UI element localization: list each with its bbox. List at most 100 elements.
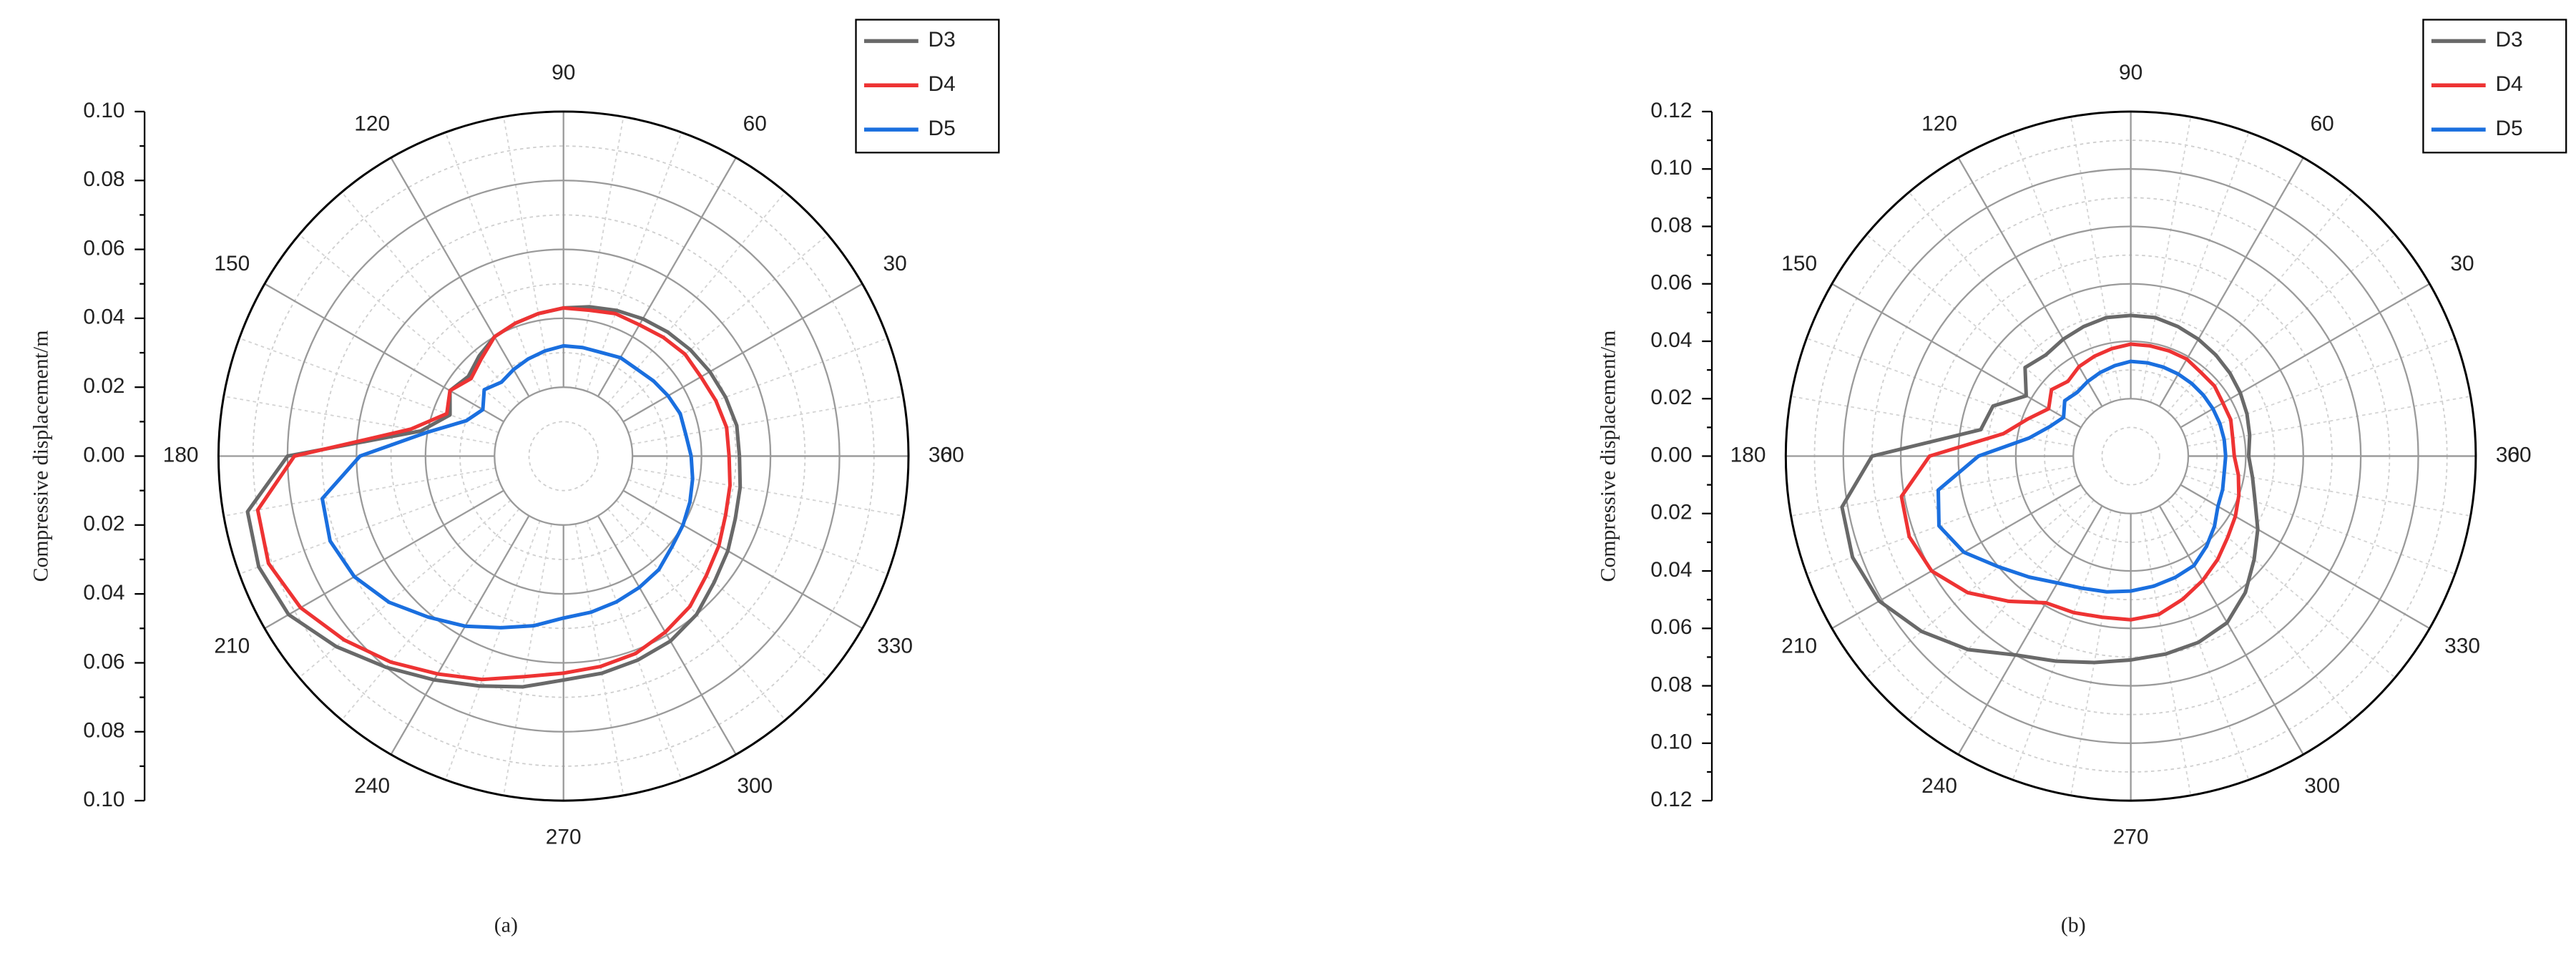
r-tick-label: 0.12 <box>1650 99 1692 122</box>
series-line <box>255 305 732 682</box>
angle-label: 0 <box>2507 443 2519 466</box>
minor-grid-circle <box>528 421 599 492</box>
r-tick-label: 0.08 <box>1650 213 1692 237</box>
minor-radial-line <box>2070 512 2122 796</box>
minor-radial-line <box>2150 509 2250 781</box>
angle-label: 30 <box>2450 252 2474 275</box>
r-tick-label: 0.12 <box>1650 788 1692 811</box>
radial-grid-line <box>2158 505 2304 756</box>
angle-label: 90 <box>552 61 575 84</box>
legend-label: D5 <box>2495 117 2522 140</box>
r-tick-label: 0.04 <box>1650 558 1692 582</box>
legend-label: D3 <box>929 28 956 52</box>
radial-grid-line <box>2158 157 2304 407</box>
minor-radial-line <box>2174 234 2396 420</box>
r-tick-label: 0.08 <box>83 719 124 743</box>
r-tick-label: 0.08 <box>83 167 124 191</box>
r-tick-label: 0.10 <box>83 99 124 122</box>
series-line <box>320 343 695 630</box>
radial-grid-line <box>264 489 504 630</box>
angle-label: 360 <box>2496 443 2532 466</box>
r-tick-label: 0.10 <box>1650 156 1692 180</box>
caption: (b) <box>2061 914 2086 937</box>
r-tick-label: 0.00 <box>83 443 124 466</box>
minor-radial-line <box>1908 499 2095 721</box>
minor-radial-line <box>2167 499 2354 721</box>
angle-label: 0 <box>941 443 953 466</box>
minor-radial-line <box>2150 132 2250 403</box>
r-tick-label: 0.08 <box>1650 673 1692 696</box>
legend-label: D3 <box>2495 28 2522 52</box>
angle-label: 360 <box>929 443 964 466</box>
angle-label: 270 <box>2113 826 2149 849</box>
caption: (a) <box>494 914 518 937</box>
minor-radial-line <box>2184 337 2456 437</box>
minor-radial-line <box>2140 512 2192 796</box>
angle-label: 240 <box>1921 774 1957 798</box>
r-tick-label: 0.06 <box>83 236 124 260</box>
angle-label: 90 <box>2119 61 2142 84</box>
radial-grid-line <box>390 157 530 397</box>
r-tick-label: 0.06 <box>1650 271 1692 295</box>
radial-grid-line <box>2180 484 2430 630</box>
angle-label: 300 <box>737 774 773 798</box>
angle-label: 180 <box>163 443 199 466</box>
angle-label: 210 <box>214 635 250 658</box>
r-tick-label: 0.02 <box>83 512 124 536</box>
minor-radial-line <box>2070 117 2122 400</box>
minor-radial-line <box>1866 234 2087 420</box>
minor-radial-line <box>1806 337 2077 437</box>
legend-label: D4 <box>929 72 956 96</box>
minor-radial-line <box>1791 465 2075 517</box>
r-tick-label: 0.04 <box>83 581 124 605</box>
y-axis-label: Compressive displacement/m <box>1596 331 1620 582</box>
minor-radial-line <box>1908 192 2095 413</box>
angle-label: 150 <box>214 252 250 275</box>
radial-grid-line <box>390 515 530 756</box>
grid-circle <box>2072 398 2190 514</box>
series-line <box>1899 342 2241 622</box>
angle-label: 330 <box>2444 635 2480 658</box>
minor-radial-line <box>2174 492 2396 678</box>
grid-circle <box>494 386 634 526</box>
minor-radial-line <box>1866 492 2087 678</box>
radial-grid-line <box>1957 505 2103 756</box>
angle-label: 150 <box>1781 252 1817 275</box>
legend-label: D4 <box>2495 72 2522 96</box>
r-tick-label: 0.06 <box>83 650 124 673</box>
r-tick-label: 0.00 <box>1650 443 1692 466</box>
angle-label: 60 <box>2311 112 2334 136</box>
y-axis-label: Compressive displacement/m <box>29 331 53 582</box>
r-tick-label: 0.02 <box>1650 501 1692 524</box>
angle-label: 300 <box>2304 774 2340 798</box>
angle-label: 330 <box>877 635 913 658</box>
r-tick-label: 0.04 <box>1650 328 1692 352</box>
minor-radial-line <box>2187 465 2471 517</box>
polar-frame <box>1784 110 2477 802</box>
polar-frame <box>217 110 910 802</box>
minor-radial-line <box>2184 475 2456 575</box>
angle-label: 120 <box>1921 112 1957 136</box>
series-line <box>1840 313 2260 665</box>
r-tick-label: 0.10 <box>1650 730 1692 754</box>
minor-radial-line <box>2012 132 2112 403</box>
r-tick-label: 0.06 <box>1650 615 1692 639</box>
polar-chart: 0 30 60 90 120 150 180 210 240 270 300 330 360 0.00 0.… <box>29 19 1000 937</box>
r-tick-label: 0.02 <box>1650 386 1692 409</box>
radial-grid-line <box>1831 283 2082 429</box>
angle-label: 30 <box>883 252 907 275</box>
series-line <box>245 305 743 689</box>
angle-label: 270 <box>546 826 582 849</box>
r-tick-label: 0.10 <box>83 788 124 811</box>
series-line <box>1936 359 2228 594</box>
radial-grid-line <box>622 283 863 423</box>
legend-label: D5 <box>929 117 956 140</box>
radial-grid-line <box>597 515 737 756</box>
r-tick-label: 0.02 <box>83 374 124 398</box>
angle-label: 60 <box>743 112 767 136</box>
minor-radial-line <box>2167 192 2354 413</box>
radial-grid-line <box>597 157 737 397</box>
angle-label: 120 <box>354 112 390 136</box>
